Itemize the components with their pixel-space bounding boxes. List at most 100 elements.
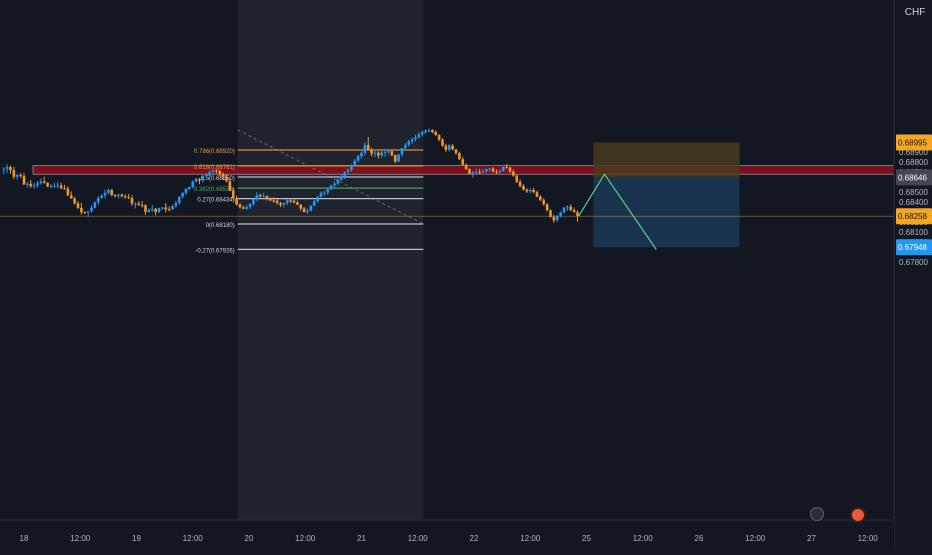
- candle-body: [113, 195, 117, 197]
- candle-body: [441, 139, 444, 146]
- candle-body: [171, 205, 174, 210]
- price-tick-label: 0.68800: [899, 158, 928, 167]
- candle-body: [56, 185, 60, 187]
- candle-body: [69, 195, 73, 199]
- candle-body: [319, 192, 323, 197]
- price-badge-label: 0.68995: [898, 139, 927, 148]
- candle-body: [26, 183, 29, 185]
- candle-body: [66, 188, 70, 196]
- time-axis-background: [0, 520, 894, 550]
- candle-body: [343, 172, 346, 177]
- candle-body: [353, 160, 357, 166]
- take-profit-zone: [593, 177, 740, 248]
- candle-body: [474, 172, 478, 174]
- candle-body: [528, 189, 532, 192]
- fib-level-label: -0.27(0.67926): [195, 248, 234, 254]
- price-tick-label: 0.68400: [899, 198, 928, 207]
- candle-body: [258, 195, 262, 197]
- price-badge-label: 0.68646: [898, 173, 927, 182]
- candle-body: [316, 196, 319, 202]
- candle-body: [164, 207, 168, 210]
- candle-body: [188, 187, 191, 189]
- candle-body: [552, 216, 556, 221]
- candle-body: [333, 183, 336, 186]
- candle-body: [461, 159, 465, 165]
- candle-body: [39, 181, 43, 184]
- candle-body: [424, 130, 427, 133]
- candle-body: [326, 189, 330, 193]
- candle-body: [498, 170, 502, 172]
- candle-body: [569, 206, 573, 211]
- candle-body: [191, 181, 195, 187]
- earnings-event-icon[interactable]: [810, 507, 824, 521]
- candle-body: [269, 198, 272, 201]
- candle-body: [329, 185, 333, 190]
- candle-body: [120, 194, 124, 197]
- candle-body: [147, 209, 151, 212]
- time-tick-label: 12:00: [858, 534, 879, 543]
- candle-body: [93, 202, 97, 208]
- price-tick-label: 0.67800: [899, 258, 928, 267]
- candle-body: [555, 215, 559, 221]
- candle-body: [478, 172, 481, 174]
- candle-body: [414, 137, 417, 140]
- candle-body: [235, 198, 238, 205]
- price-badge: [896, 208, 932, 225]
- candle-body: [400, 148, 404, 155]
- candle-body: [512, 171, 515, 176]
- candle-body: [539, 196, 542, 201]
- candle-body: [279, 203, 282, 205]
- time-tick-label: 12:00: [183, 534, 204, 543]
- candle-body: [90, 207, 93, 212]
- currency-label[interactable]: CHF: [904, 7, 926, 18]
- candle-body: [464, 164, 468, 170]
- candle-body: [532, 189, 535, 193]
- candle-body: [181, 193, 184, 197]
- candle-body: [549, 210, 552, 217]
- candle-body: [289, 200, 292, 202]
- candle-body: [140, 204, 144, 206]
- candle-body: [437, 135, 441, 140]
- candle-body: [481, 171, 485, 173]
- dividend-event-icon[interactable]: [850, 507, 866, 523]
- candle-body: [19, 175, 22, 177]
- candle-body: [377, 152, 380, 156]
- candle-body: [488, 168, 492, 170]
- price-badge-label: 0.68258: [898, 212, 927, 221]
- time-tick-label: 27: [807, 534, 816, 543]
- candle-body: [83, 212, 87, 214]
- candle-body: [505, 166, 508, 168]
- candle-body: [387, 151, 390, 153]
- candle-body: [508, 167, 512, 172]
- candle-body: [73, 198, 76, 204]
- forecast-path: [578, 173, 657, 250]
- candle-body: [53, 185, 56, 187]
- candle-body: [86, 211, 90, 213]
- candle-body: [312, 201, 316, 206]
- candle-body: [184, 188, 188, 193]
- candle-body: [525, 189, 529, 192]
- candle-body: [559, 212, 562, 216]
- candle-body: [221, 174, 225, 177]
- candle-body: [5, 167, 9, 169]
- candle-body: [566, 206, 569, 208]
- price-tick-label: 0.68500: [899, 188, 928, 197]
- candle-body: [501, 166, 505, 171]
- candle-body: [485, 169, 488, 172]
- price-badge: [896, 239, 932, 256]
- candle-body: [245, 207, 249, 209]
- candle-body: [296, 202, 299, 205]
- candle-body: [198, 179, 201, 181]
- candle-body: [228, 181, 232, 191]
- candle-body: [154, 208, 157, 212]
- fib-level-label: 0.27(0.68434): [197, 198, 234, 204]
- time-tick-label: 22: [470, 534, 479, 543]
- candle-body: [275, 200, 279, 203]
- candle-body: [302, 208, 306, 212]
- fib-level-label: 0.382(0.68539): [194, 187, 235, 193]
- fib-level-label: 0.618(0.68761): [194, 165, 235, 171]
- candle-body: [495, 171, 498, 173]
- candle-body: [252, 199, 255, 204]
